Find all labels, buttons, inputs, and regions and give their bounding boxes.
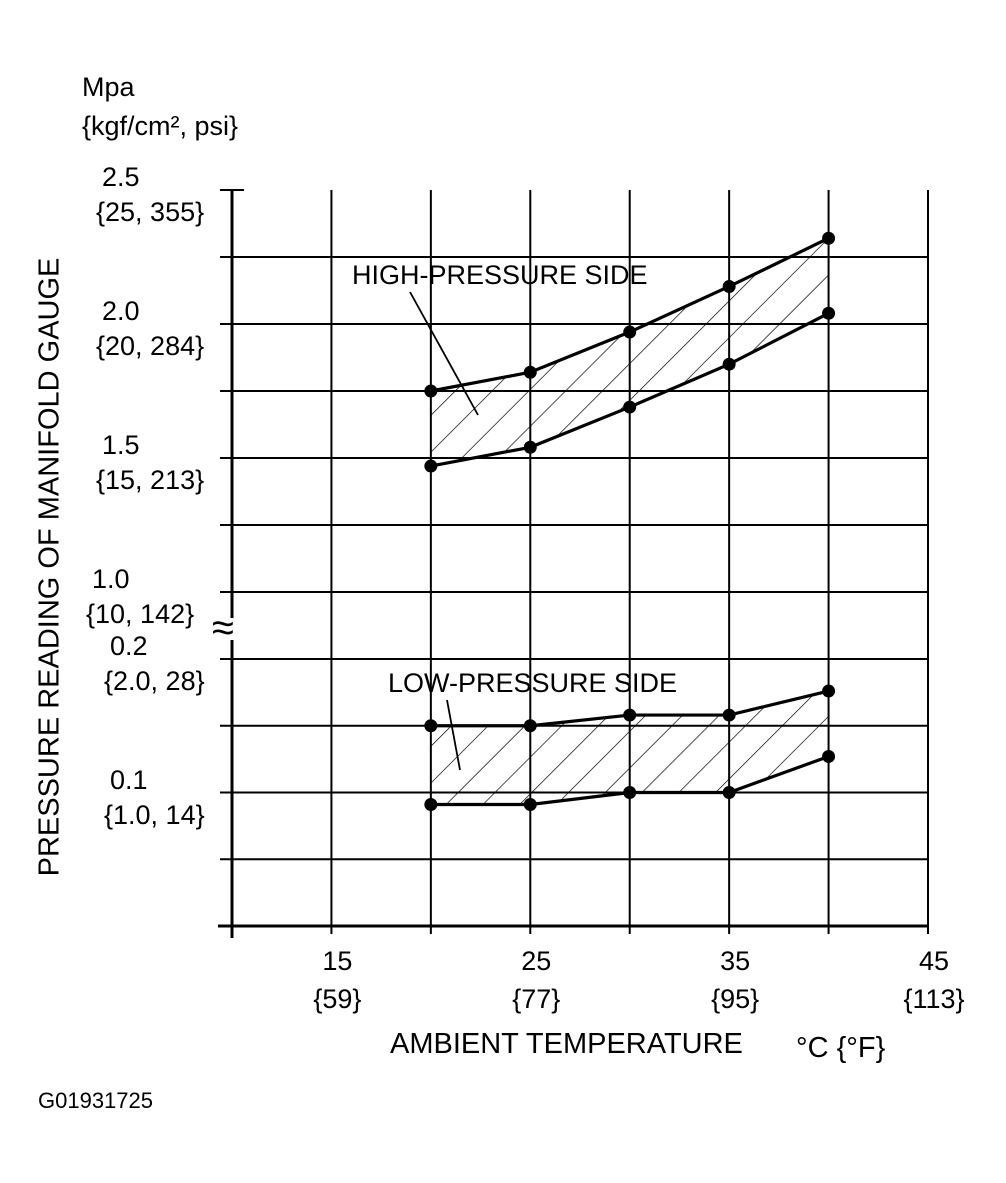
data-point: [523, 719, 537, 733]
y-tick-value: 0.1: [110, 764, 148, 795]
data-point: [523, 798, 537, 812]
x-tick-fahrenheit: {59}: [313, 983, 362, 1014]
figure-id: G01931725: [38, 1088, 153, 1113]
data-point: [424, 719, 438, 733]
y-tick-subvalue: {25, 355}: [96, 197, 205, 228]
data-point: [722, 279, 736, 293]
y-tick-value: 2.0: [102, 296, 140, 326]
data-point: [424, 384, 438, 398]
y-tick-label: 1.5 {15, 213}: [96, 428, 204, 498]
axes: [218, 189, 928, 938]
x-tick-fahrenheit: {95}: [711, 983, 760, 1014]
y-axis-label: PRESSURE READING OF MANIFOLD GAUGE: [33, 257, 66, 877]
y-tick-label: 0.2 {2.0, 28}: [104, 629, 205, 699]
data-point: [623, 325, 637, 339]
data-points: [424, 231, 836, 812]
data-point: [623, 786, 637, 799]
data-point: [722, 786, 736, 799]
y-tick-label: 2.5 {25, 355}: [96, 160, 204, 230]
data-point: [424, 798, 438, 812]
y-tick-label: 0.1 {1.0, 14}: [104, 763, 205, 833]
y-tick-value: 1.5: [102, 430, 140, 460]
data-point: [822, 306, 836, 320]
x-tick-label: 25 {77}: [512, 943, 560, 1019]
y-tick-subvalue: {2.0, 28}: [104, 666, 205, 697]
y-tick-value: 1.0: [92, 564, 130, 594]
y-tick-label: 2.0 {20, 284}: [96, 294, 204, 364]
y-tick-subvalue: {15, 213}: [96, 465, 205, 496]
break-symbol: ≈: [212, 606, 234, 650]
data-point: [623, 708, 637, 722]
y-unit-mpa: Mpa: [82, 72, 135, 102]
data-point: [523, 440, 537, 454]
data-point: [424, 459, 438, 473]
x-tick-celsius: 35: [720, 946, 751, 976]
leader-lines: [409, 291, 479, 771]
y-tick-value: 0.2: [110, 631, 148, 661]
x-tick-celsius: 25: [521, 946, 552, 976]
data-point: [822, 231, 836, 245]
data-point: [623, 400, 637, 414]
data-point: [822, 684, 836, 698]
y-unit-sub: {kgf/cm², psi}: [82, 111, 239, 141]
high-pressure-label: HIGH-PRESSURE SIDE: [352, 260, 648, 290]
y-tick-value: 2.5: [102, 162, 140, 192]
x-tick-label: 35 {95}: [711, 943, 759, 1019]
x-tick-label: 45 {113}: [903, 943, 964, 1019]
y-tick-subvalue: {1.0, 14}: [104, 799, 205, 830]
low-pressure-label: LOW-PRESSURE SIDE: [388, 668, 678, 698]
x-tick-celsius: 45: [918, 946, 950, 976]
data-point: [722, 357, 736, 371]
x-axis-label: AMBIENT TEMPERATURE: [390, 1028, 743, 1060]
x-tick-celsius: 15: [322, 946, 353, 976]
leader-line-high: [409, 291, 479, 416]
data-point: [722, 708, 736, 722]
y-tick-subvalue: {10, 142}: [86, 599, 195, 630]
y-tick-label: 1.0 {10, 142}: [86, 562, 194, 632]
data-point: [523, 365, 537, 379]
x-tick-fahrenheit: {77}: [512, 983, 561, 1014]
x-tick-label: 15 {59}: [313, 943, 361, 1019]
x-tick-fahrenheit: {113}: [903, 983, 965, 1014]
leader-line-low: [446, 699, 461, 771]
y-tick-subvalue: {20, 284}: [96, 331, 205, 362]
data-point: [822, 749, 836, 763]
x-axis-unit: °C {°F}: [796, 1032, 886, 1064]
